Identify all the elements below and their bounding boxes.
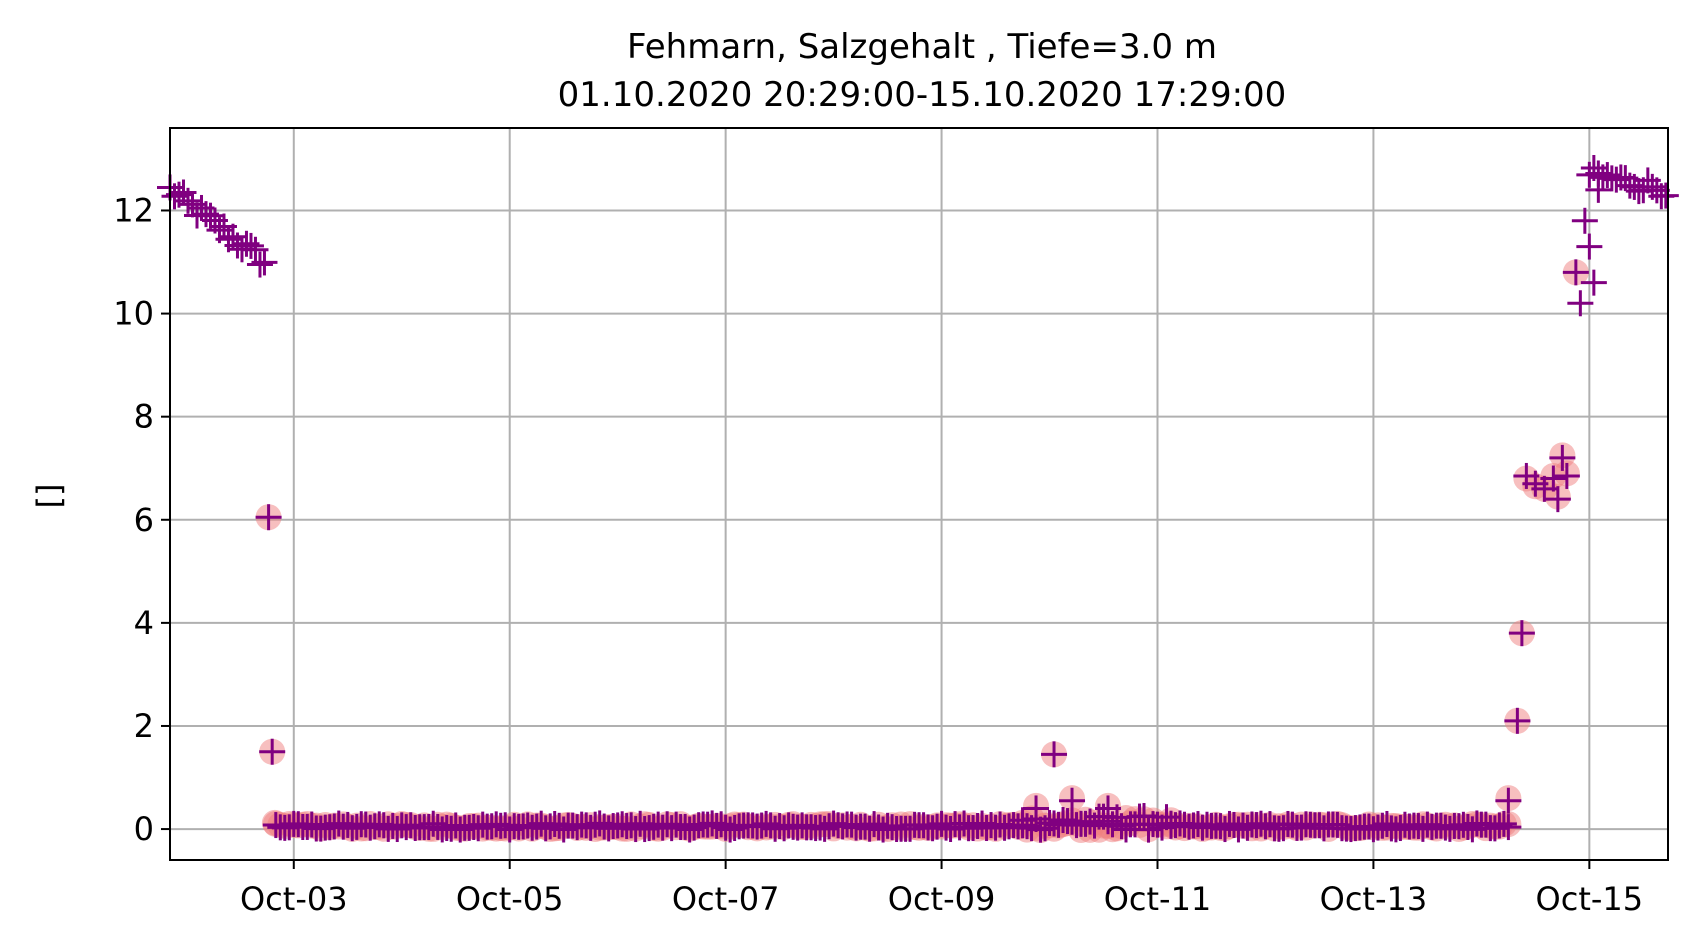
y-tick-label: 0 bbox=[134, 810, 154, 848]
x-tick-label: Oct-15 bbox=[1536, 880, 1644, 918]
data-point-plus bbox=[1580, 269, 1607, 296]
data-point-plus bbox=[1059, 787, 1086, 814]
y-axis-label: [] bbox=[30, 484, 68, 509]
data-point-plus bbox=[1652, 182, 1679, 209]
plus-markers bbox=[157, 154, 1679, 843]
data-point-plus bbox=[1495, 787, 1522, 814]
data-point-plus bbox=[1562, 259, 1589, 286]
x-tick-label: Oct-05 bbox=[456, 880, 564, 918]
data-point-plus bbox=[246, 251, 273, 278]
x-tick-label: Oct-13 bbox=[1320, 880, 1428, 918]
data-point-plus bbox=[259, 738, 286, 765]
data-point-plus bbox=[174, 187, 201, 214]
data-point-plus bbox=[237, 232, 264, 259]
data-point-plus bbox=[1567, 290, 1594, 317]
x-tick-label: Oct-03 bbox=[240, 880, 348, 918]
data-point-plus bbox=[1571, 207, 1598, 234]
grid-lines bbox=[170, 128, 1668, 860]
y-tick-label: 12 bbox=[113, 191, 154, 229]
y-tick-label: 10 bbox=[113, 295, 154, 333]
data-point-plus bbox=[1540, 465, 1567, 492]
data-point-plus bbox=[1585, 176, 1612, 203]
x-tick-label: Oct-09 bbox=[888, 880, 996, 918]
axis-ticks: Oct-03 Oct-05 Oct-07 Oct-09 Oct-11 Oct-13 Oct-… bbox=[113, 191, 1643, 918]
data-point-plus bbox=[1041, 741, 1068, 768]
data-point-plus bbox=[1095, 795, 1122, 822]
x-tick-label: Oct-07 bbox=[672, 880, 780, 918]
y-tick-label: 6 bbox=[134, 501, 154, 539]
y-tick-label: 2 bbox=[134, 707, 154, 745]
chart-subtitle: 01.10.2020 20:29:00-15.10.2020 17:29:00 bbox=[558, 75, 1287, 115]
data-point-plus bbox=[1553, 462, 1580, 489]
data-point-plus bbox=[251, 249, 278, 276]
data-point-plus bbox=[1495, 814, 1522, 841]
data-point-plus bbox=[255, 504, 282, 531]
y-tick-label: 4 bbox=[134, 604, 154, 642]
data-point-plus bbox=[1023, 795, 1050, 822]
plot-frame bbox=[169, 127, 1669, 861]
x-tick-label: Oct-11 bbox=[1104, 880, 1212, 918]
y-tick-label: 8 bbox=[134, 398, 154, 436]
circle-markers bbox=[255, 259, 1589, 844]
data-point-plus bbox=[1490, 810, 1517, 837]
chart-title: Fehmarn, Salzgehalt , Tiefe=3.0 m bbox=[627, 27, 1217, 67]
data-point-plus bbox=[1576, 233, 1603, 260]
data-point-plus bbox=[1549, 444, 1576, 471]
data-point-plus bbox=[197, 202, 224, 229]
data-point-plus bbox=[1508, 620, 1535, 647]
data-point-plus bbox=[1544, 486, 1571, 513]
data-point-plus bbox=[1504, 707, 1531, 734]
